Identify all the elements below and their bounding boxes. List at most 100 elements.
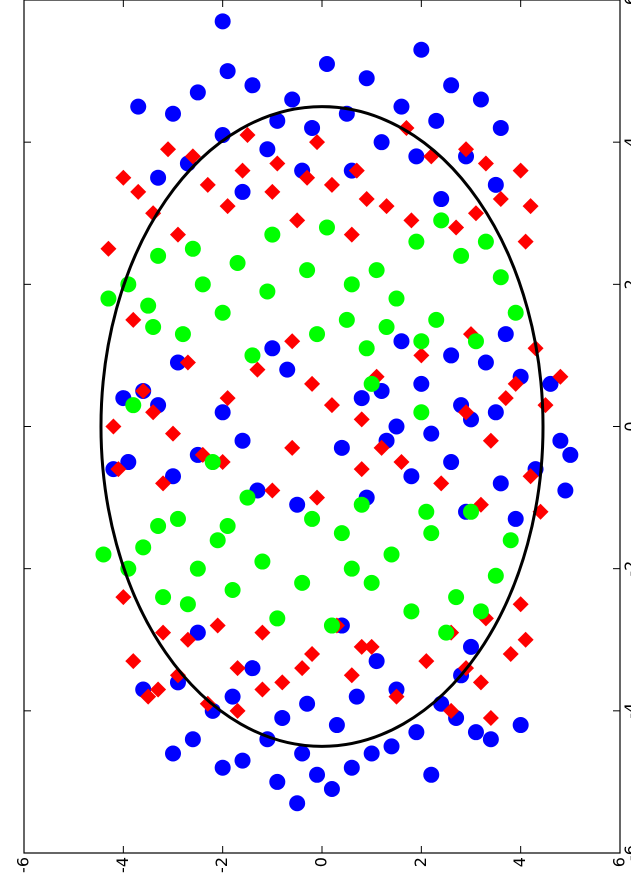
data-point-circle <box>438 624 455 641</box>
x-tick-label: -2 <box>621 561 631 577</box>
data-point-circle <box>413 41 430 58</box>
data-point-circle <box>224 688 241 705</box>
data-point-diamond <box>115 589 132 606</box>
data-point-circle <box>552 432 569 449</box>
data-point-circle <box>353 496 370 513</box>
data-point-circle <box>413 375 430 392</box>
x-tick-label: 6 <box>621 0 631 5</box>
data-point-circle <box>184 240 201 257</box>
data-point-circle <box>383 738 400 755</box>
data-point-circle <box>453 247 470 264</box>
data-point-circle <box>477 233 494 250</box>
data-point-circle <box>150 518 167 535</box>
data-point-diamond <box>388 688 405 705</box>
data-point-circle <box>165 468 181 485</box>
data-point-diamond <box>448 219 465 236</box>
data-point-diamond <box>110 461 127 478</box>
data-point-diamond <box>284 333 301 350</box>
data-point-circle <box>234 752 251 769</box>
data-point-diamond <box>184 148 201 165</box>
data-point-circle <box>244 347 261 364</box>
data-point-circle <box>130 98 147 115</box>
data-point-circle <box>408 148 425 165</box>
data-point-diamond <box>219 198 236 215</box>
data-point-circle <box>279 361 296 378</box>
data-point-circle <box>487 176 504 193</box>
data-point-circle <box>542 375 559 392</box>
data-point-diamond <box>199 695 216 712</box>
data-point-circle <box>284 91 301 108</box>
data-point-circle <box>378 318 395 335</box>
data-point-circle <box>209 532 226 549</box>
data-point-diamond <box>145 404 162 421</box>
data-point-circle <box>269 112 286 129</box>
boundary-ellipse <box>99 105 545 748</box>
data-point-circle <box>343 759 360 776</box>
data-point-diamond <box>353 461 370 478</box>
data-point-circle <box>219 63 236 80</box>
data-point-diamond <box>179 631 196 648</box>
data-point-circle <box>229 255 246 272</box>
data-point-circle <box>423 425 440 442</box>
data-point-circle <box>259 283 276 300</box>
data-point-circle <box>388 290 405 307</box>
data-point-circle <box>428 311 445 328</box>
data-point-diamond <box>264 183 281 200</box>
data-point-diamond <box>299 169 316 186</box>
data-point-circle <box>403 468 420 485</box>
data-point-circle <box>100 290 117 307</box>
data-point-circle <box>204 454 221 471</box>
data-point-circle <box>194 276 211 293</box>
data-point-circle <box>482 731 499 748</box>
data-point-diamond <box>482 432 499 449</box>
data-point-diamond <box>309 489 326 506</box>
data-point-circle <box>467 724 484 741</box>
data-point-circle <box>140 297 157 314</box>
data-point-diamond <box>492 191 509 208</box>
data-point-circle <box>135 539 152 556</box>
data-point-circle <box>294 745 311 762</box>
data-point-diamond <box>105 418 122 435</box>
data-point-circle <box>174 326 191 343</box>
data-point-circle <box>487 567 504 584</box>
data-point-circle <box>393 333 410 350</box>
data-point-diamond <box>294 660 311 677</box>
data-point-circle <box>299 262 316 279</box>
data-point-circle <box>507 510 524 527</box>
data-point-circle <box>423 766 440 783</box>
data-point-circle <box>443 454 460 471</box>
data-point-circle <box>274 709 291 726</box>
data-point-circle <box>338 311 355 328</box>
data-point-circle <box>333 525 350 542</box>
data-point-circle <box>463 638 479 655</box>
data-point-diamond <box>343 667 360 684</box>
data-point-circle <box>244 660 261 677</box>
data-point-circle <box>169 354 186 371</box>
data-point-circle <box>413 333 430 350</box>
data-point-circle <box>433 191 450 208</box>
x-tick-label: 0 <box>621 421 631 431</box>
data-point-circle <box>562 446 579 463</box>
data-point-diamond <box>443 702 460 719</box>
data-point-diamond <box>403 212 420 229</box>
data-point-diamond <box>512 596 529 613</box>
data-point-diamond <box>179 354 196 371</box>
data-point-diamond <box>125 311 142 328</box>
data-point-circle <box>363 574 380 591</box>
data-point-circle <box>408 724 425 741</box>
data-point-diamond <box>458 141 475 158</box>
data-point-circle <box>333 439 350 456</box>
data-point-diamond <box>150 681 167 698</box>
data-point-diamond <box>309 134 326 151</box>
data-point-diamond <box>249 361 266 378</box>
y-tick-label: -2 <box>212 857 231 873</box>
data-point-circle <box>304 119 321 136</box>
data-point-circle <box>234 432 251 449</box>
data-point-circle <box>328 717 345 734</box>
data-point-diamond <box>522 198 539 215</box>
data-point-diamond <box>343 226 360 243</box>
data-point-diamond <box>229 702 246 719</box>
data-point-circle <box>214 404 231 421</box>
x-tick-label: -6 <box>621 845 631 861</box>
data-point-diamond <box>209 617 226 634</box>
